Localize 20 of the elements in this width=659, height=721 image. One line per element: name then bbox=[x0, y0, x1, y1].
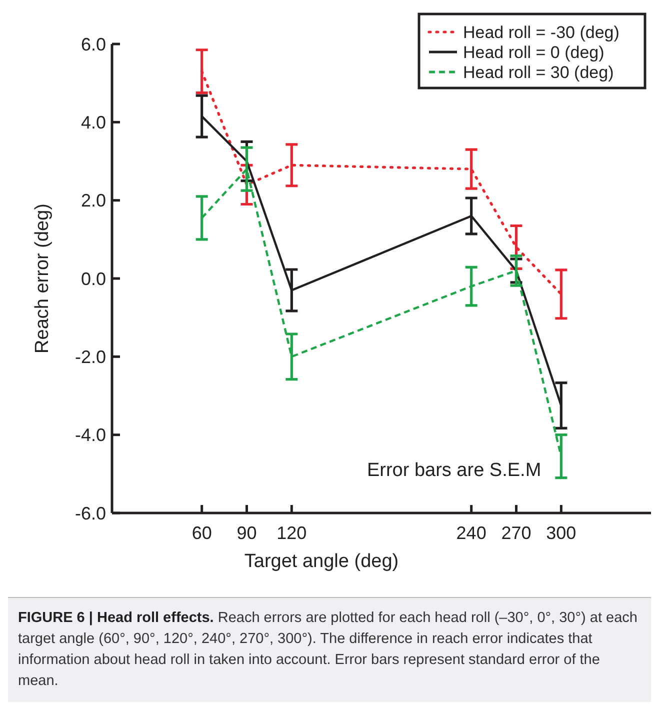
y-tick-label: -2.0 bbox=[74, 346, 106, 367]
y-tick-label: 2.0 bbox=[80, 190, 106, 211]
x-axis-title: Target angle (deg) bbox=[244, 551, 399, 572]
x-tick-label: 270 bbox=[501, 523, 532, 543]
y-tick-label: -4.0 bbox=[74, 425, 106, 446]
y-tick-label: 6.0 bbox=[80, 34, 106, 54]
annotation: Error bars are S.E.M bbox=[366, 460, 542, 481]
caption: FIGURE 6 | Head roll effects. bbox=[18, 610, 215, 626]
y-tick-label: 4.0 bbox=[80, 112, 106, 132]
x-tick-label: 60 bbox=[192, 523, 212, 543]
x-tick-label: 120 bbox=[276, 523, 307, 543]
legend-label: Head roll = -30 (deg) bbox=[463, 22, 620, 42]
y-axis-title: Reach error (deg) bbox=[32, 204, 53, 354]
x-tick-label: 90 bbox=[236, 523, 257, 543]
x-tick-label: 300 bbox=[546, 523, 576, 543]
legend-label: Head roll = 0 (deg) bbox=[463, 42, 604, 62]
y-tick-label: 0.0 bbox=[80, 268, 106, 289]
x-tick-label: 240 bbox=[456, 523, 486, 543]
legend-label: Head roll = 30 (deg) bbox=[463, 62, 614, 82]
y-tick-label: -6.0 bbox=[74, 503, 106, 524]
